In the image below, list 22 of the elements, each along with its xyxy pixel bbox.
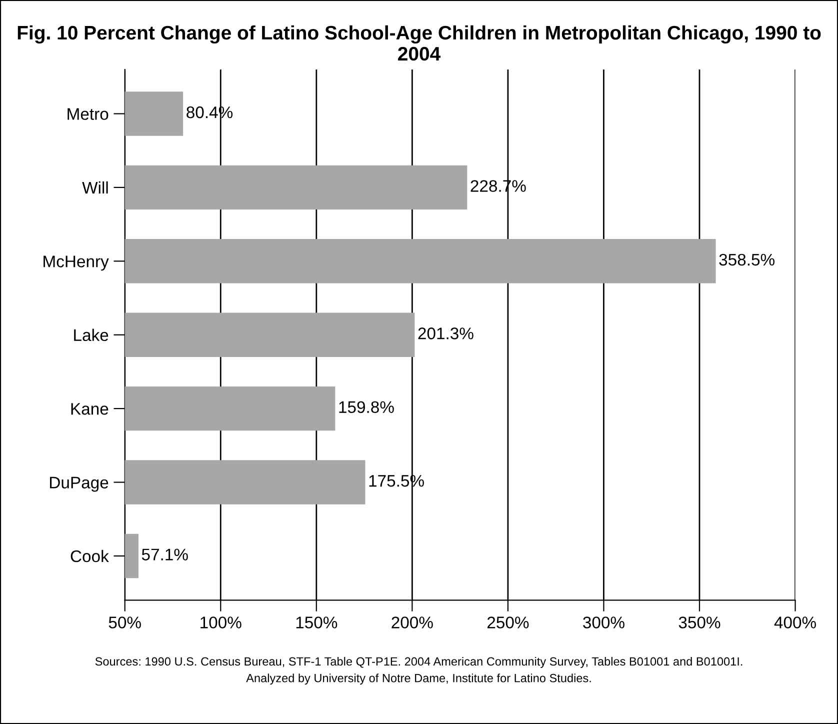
x-tick-label: 400% xyxy=(774,616,816,628)
y-tick-label: McHenry xyxy=(44,256,109,271)
x-tick-label: 250% xyxy=(487,616,529,628)
y-tick-label: Lake xyxy=(74,328,108,342)
y-tick-label: Cook xyxy=(70,550,109,562)
text: Analyzed by University of Notre Dame, Institute for Latino Studies. xyxy=(246,674,591,685)
y-tick-label: Will xyxy=(82,181,108,194)
x-tick-label: 350% xyxy=(678,616,720,628)
x-tick-label: 200% xyxy=(392,616,433,628)
data-label: 57.1% xyxy=(142,548,188,560)
data-label: 159.8% xyxy=(339,401,394,414)
x-tick-label: 50% xyxy=(108,616,141,628)
y-tick-label: DuPage xyxy=(50,476,108,492)
source-note: Sources: 1990 U.S. Census Bureau, STF-1 Table QT-P1E. 2004 American Community Survey, Tables B01001 and B01001I. xyxy=(95,656,742,668)
x-tick-label: 100% xyxy=(200,616,242,628)
y-tick-label: Kane xyxy=(71,403,108,415)
y-tick-label: Metro xyxy=(68,108,108,120)
data-label: 358.5% xyxy=(719,254,774,266)
x-tick-label: 300% xyxy=(583,616,624,628)
chart-title: Fig. 10 Percent Change of Latino School-Age Children in Metropolitan Chicago, 1990 to 2004 xyxy=(18,25,821,61)
data-label: 201.3% xyxy=(418,328,474,340)
x-tick-label: 150% xyxy=(296,616,338,628)
